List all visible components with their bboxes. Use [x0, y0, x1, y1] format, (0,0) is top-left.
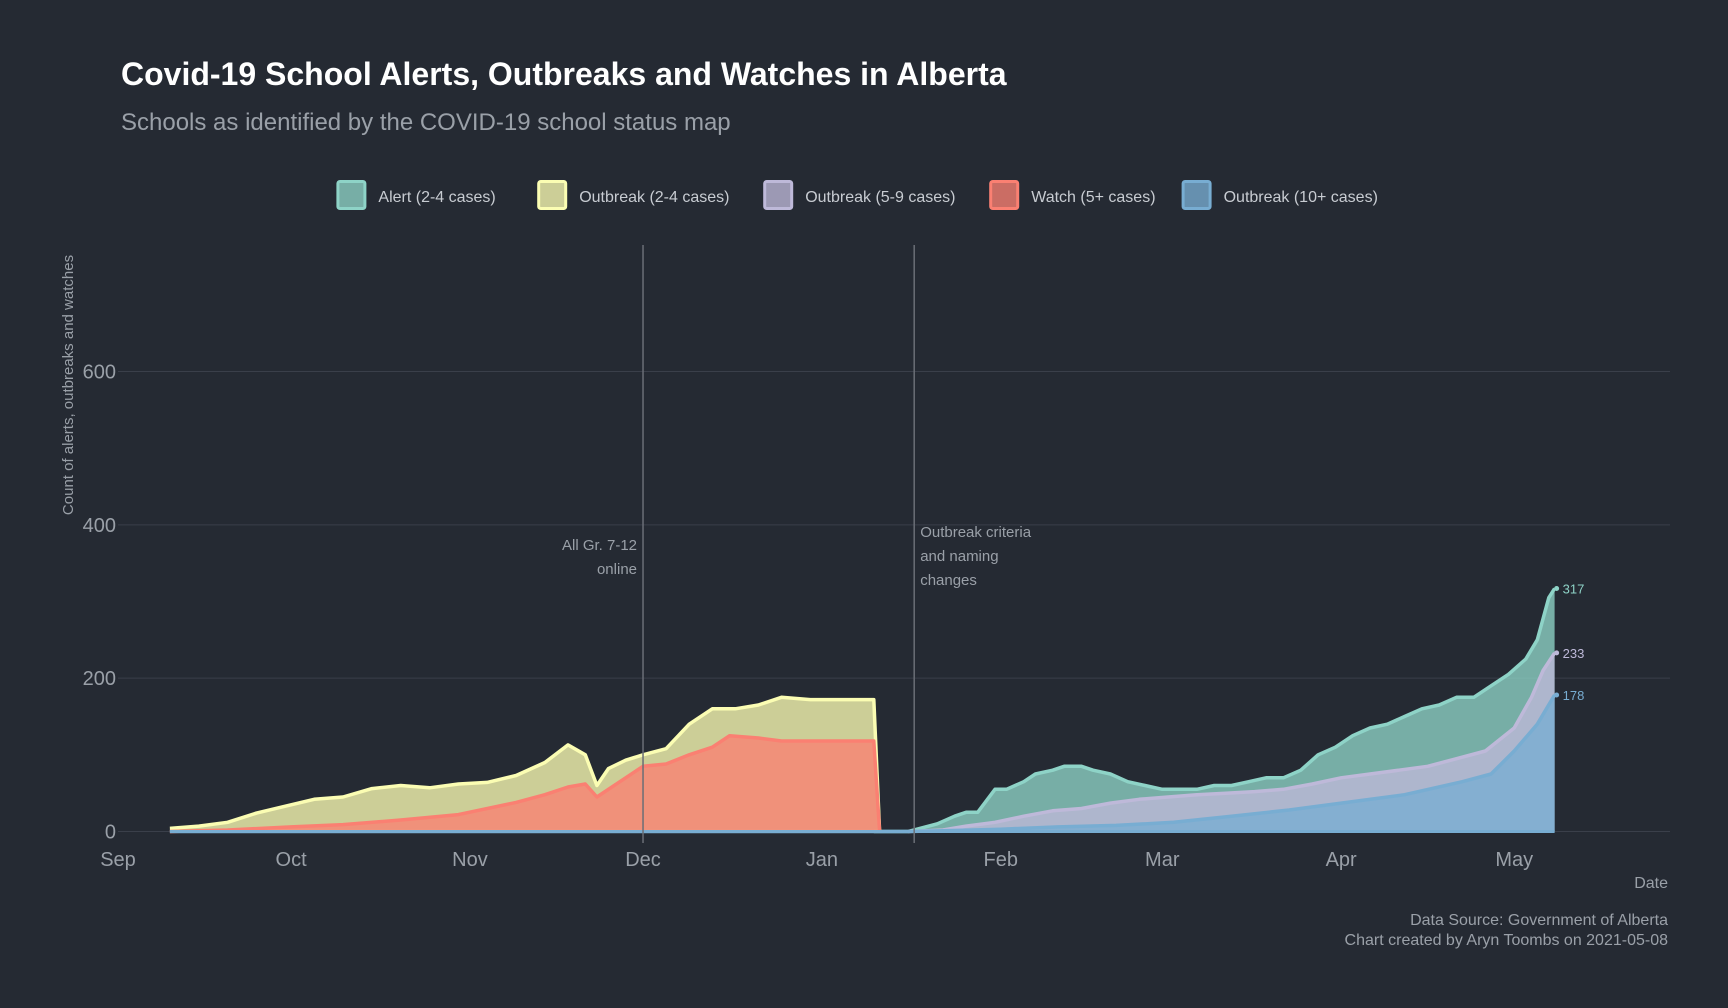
legend-label-1: Outbreak (2-4 cases) [579, 189, 729, 206]
x-tick-label-3: Dec [625, 849, 661, 871]
legend-label-4: Outbreak (10+ cases) [1224, 189, 1378, 206]
annotation-text-0-0: All Gr. 7-12 [562, 537, 637, 554]
series-line-2 [169, 694, 1557, 834]
annotation-lines: All Gr. 7-12 online Outbreak criteria and n… [562, 245, 1032, 843]
x-tick-label-1: Oct [276, 849, 308, 871]
legend-swatch-3 [989, 180, 1020, 210]
axes: 0 200 400 600 Sep Oct Nov Dec Jan Feb Mar Apr May 317… [83, 362, 1585, 872]
x-tick-label-7: Apr [1326, 849, 1357, 871]
legend-swatch-2 [763, 180, 794, 210]
x-tick-label-5: Feb [984, 849, 1018, 871]
series-line-4 [169, 733, 882, 834]
legend: Alert (2-4 cases) Outbreak (2-4 cases) Out… [336, 180, 1378, 210]
legend-swatch-4 [1181, 180, 1212, 210]
area-1 [908, 652, 1555, 832]
series-line-1 [908, 651, 1557, 834]
series-line-0 [873, 587, 1557, 834]
footer-credit: Chart created by Aryn Toombs on 2021-05-… [1345, 932, 1669, 949]
x-tick-label-0: Sep [100, 849, 136, 871]
y-axis-label: Count of alerts, outbreaks and watches [60, 255, 77, 515]
chart-title: Covid-19 School Alerts, Outbreaks and Wa… [121, 56, 1007, 92]
y-tick-label-2: 400 [83, 515, 116, 537]
legend-swatch-1 [537, 180, 568, 210]
y-tick-label-1: 200 [83, 668, 116, 690]
y-tick-label-0: 0 [105, 822, 116, 844]
legend-swatch-0 [336, 180, 367, 210]
footer-source: Data Source: Government of Alberta [1410, 912, 1668, 929]
area-4 [169, 735, 880, 832]
x-tick-label-2: Nov [452, 849, 488, 871]
end-marker-0 [1554, 585, 1560, 591]
series-line-3 [169, 695, 882, 832]
legend-label-0: Alert (2-4 cases) [378, 189, 495, 206]
annotation-text-0-1: online [597, 561, 637, 578]
x-tick-label-4: Jan [806, 849, 838, 871]
x-axis-label: Date [1634, 875, 1668, 892]
legend-label-3: Watch (5+ cases) [1031, 189, 1155, 206]
area-2 [169, 695, 1555, 832]
chart-subtitle: Schools as identified by the COVID-19 sc… [121, 109, 731, 136]
end-label-2: 178 [1563, 688, 1585, 703]
end-label-1: 233 [1563, 646, 1585, 661]
area-layers [169, 587, 1557, 834]
annotation-text-1-0: Outbreak criteria [920, 524, 1032, 541]
end-label-0: 317 [1563, 581, 1585, 596]
annotation-text-1-1: and naming [920, 548, 998, 565]
legend-label-2: Outbreak (5-9 cases) [805, 189, 955, 206]
x-tick-label-8: May [1495, 849, 1533, 871]
end-marker-1 [1554, 650, 1560, 656]
annotation-text-1-2: changes [920, 572, 977, 589]
end-marker-2 [1554, 692, 1560, 698]
y-tick-label-3: 600 [83, 362, 116, 384]
x-tick-label-6: Mar [1145, 849, 1180, 871]
